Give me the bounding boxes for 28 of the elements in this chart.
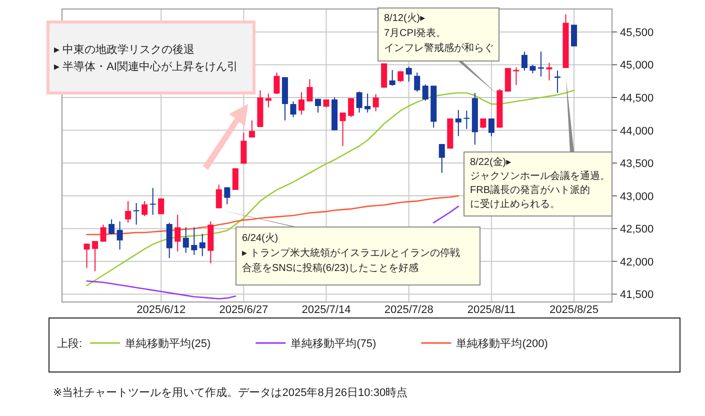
y-tick-label: 43,500 <box>620 158 654 170</box>
x-tick-label: 2025/6/12 <box>136 304 186 316</box>
x-tick-label: 2025/7/14 <box>302 304 351 316</box>
y-tick-label: 43,000 <box>620 190 654 203</box>
annotation-callout: 6/24(火) ▸ トランプ米大統領がイスラエルとイランの停戦合意をSNSに投稿(6/23)したことを好感 <box>220 210 480 286</box>
text: ※当社チャートツールを用いて作成。データは2025年8月26日10:30時点 <box>53 386 408 399</box>
x-tick-label: 2025/8/25 <box>550 304 598 316</box>
y-tick-label: 45,500 <box>620 26 654 39</box>
annotation: 8/12(火)▸ 7月CPI発表。インフレ警戒感が和らぐ <box>384 12 494 54</box>
y-tick-label: 45,000 <box>620 60 654 72</box>
annotation: 6/24(火) ▸ トランプ米大統領がイスラエルとイランの停戦合意をSNSに投稿(6/23)したことを好感 <box>242 232 460 274</box>
annotation: 8/22(金)▸ ジャクソンホール会議を通過。FRB議長の発言がハト派的に受け止められる。 <box>470 156 610 210</box>
y-tick-label: 42,500 <box>620 224 654 236</box>
legend-title: 上段: <box>57 337 82 350</box>
annotation: ▸ 中東の地政学リスクの後退 ▸ 半導体・AI関連中心が上昇をけん引 <box>54 43 238 73</box>
y-tick-label: 44,000 <box>620 125 654 138</box>
x-tick-label: 2025/7/28 <box>384 304 434 316</box>
annotation-callout: 8/22(金)▸ ジャクソンホール会議を通過。FRB議長の発言がハト派的に受け止められる。 <box>464 78 612 216</box>
annotation-callout: 8/12(火)▸ 7月CPI発表。インフレ警戒感が和らぐ <box>378 8 500 94</box>
x-tick-label: 2025/8/11 <box>467 304 516 316</box>
legend-label: 単純移動平均(25) <box>125 338 211 350</box>
y-tick-label: 41,500 <box>620 289 654 302</box>
annotation-callout: ▸ 中東の地政学リスクの後退 ▸ 半導体・AI関連中心が上昇をけん引 <box>46 20 256 94</box>
legend-label: 単純移動平均(200) <box>456 338 548 350</box>
y-tick-label: 44,500 <box>620 92 654 104</box>
legend-label: 単純移動平均(75) <box>290 338 376 350</box>
x-tick-label: 2025/6/27 <box>219 304 268 316</box>
y-tick-label: 42,000 <box>620 256 654 268</box>
